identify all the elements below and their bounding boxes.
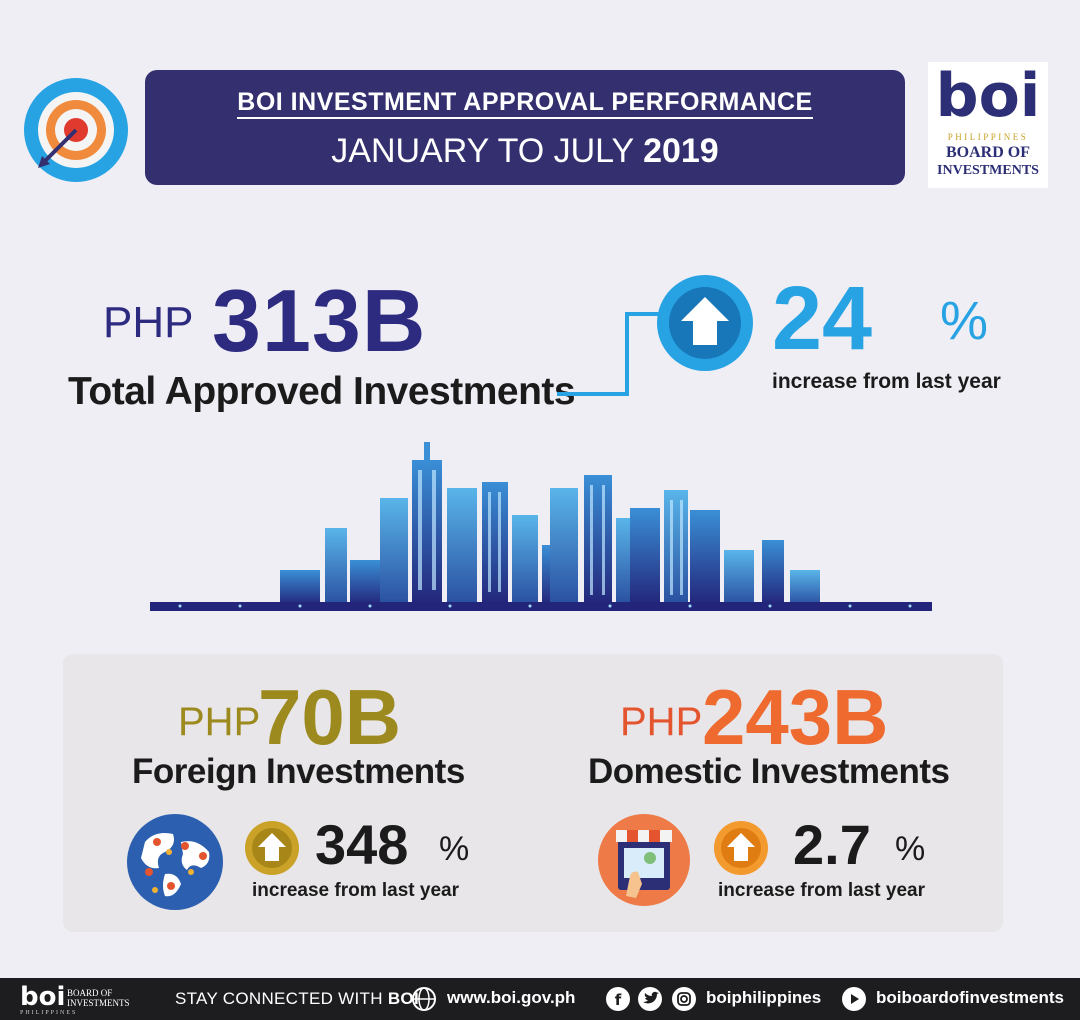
foreign-prefix: PHP	[178, 700, 261, 744]
connector-line	[557, 312, 667, 396]
footer-logo-line1: BOARD OF	[67, 988, 113, 998]
shop-icon	[598, 814, 690, 906]
domestic-change-unit: %	[895, 830, 926, 868]
foreign-change-value: 348	[315, 813, 409, 876]
total-label: Total Approved Investments	[68, 370, 576, 413]
foreign-label: Foreign Investments	[132, 752, 465, 791]
instagram-icon[interactable]	[670, 985, 698, 1013]
total-value: 313B	[212, 271, 427, 370]
foreign-change-unit: %	[439, 830, 470, 868]
boi-logo: boi PHILIPPINES BOARD OF INVESTMENTS	[928, 62, 1048, 188]
period: JANUARY TO JULY 2019	[331, 132, 719, 170]
domestic-change-value: 2.7	[793, 813, 871, 876]
breakdown-panel	[63, 654, 1003, 932]
youtube-icon[interactable]	[840, 985, 868, 1013]
logo-line2: BOARD OF	[946, 144, 1030, 161]
foreign-change-label: increase from last year	[252, 880, 460, 901]
facebook-icon[interactable]: f	[604, 985, 632, 1013]
logo-line1: PHILIPPINES	[947, 132, 1029, 142]
domestic-prefix: PHP	[620, 700, 703, 744]
twitter-icon[interactable]	[636, 985, 664, 1013]
footer-logo-line2: INVESTMENTS	[67, 998, 130, 1008]
page-title: BOI INVESTMENT APPROVAL PERFORMANCE	[145, 88, 905, 119]
total-change-label: increase from last year	[772, 370, 1001, 393]
footer-logo-line3: PHILIPPINES	[20, 1010, 78, 1016]
foreign-up-arrow-icon	[245, 821, 299, 875]
footer-bar: boi BOARD OF INVESTMENTS PHILIPPINES STA…	[0, 978, 1080, 1020]
title-banner: BOI INVESTMENT APPROVAL PERFORMANCE JANU…	[145, 70, 905, 185]
foreign-value: 70B	[258, 673, 402, 761]
logo-line3: INVESTMENTS	[937, 163, 1039, 178]
domestic-label: Domestic Investments	[588, 752, 950, 791]
website-link[interactable]: www.boi.gov.ph	[447, 988, 576, 1007]
footer-logo-letters: boi	[20, 982, 66, 1012]
total-change-unit: %	[940, 291, 989, 351]
footer-logo-text: BOARD OF INVESTMENTS	[67, 988, 130, 1008]
stay-connected-text: STAY CONNECTED WITH BOI	[175, 989, 419, 1008]
youtube-handle[interactable]: boiboardofinvestments	[876, 988, 1064, 1007]
up-arrow-icon	[657, 275, 753, 371]
svg-text:f: f	[615, 991, 622, 1009]
city-skyline-illustration	[150, 442, 932, 611]
globe-icon	[127, 814, 223, 910]
total-change-value: 24	[772, 269, 873, 369]
domestic-value: 243B	[702, 673, 889, 761]
logo-letters: boi	[935, 61, 1041, 131]
social-handle[interactable]: boiphilippines	[706, 988, 822, 1007]
domestic-change-label: increase from last year	[718, 880, 926, 901]
globe-cursor-icon	[412, 987, 436, 1011]
total-prefix: PHP	[103, 298, 194, 347]
target-icon	[24, 78, 128, 182]
domestic-up-arrow-icon	[714, 821, 768, 875]
